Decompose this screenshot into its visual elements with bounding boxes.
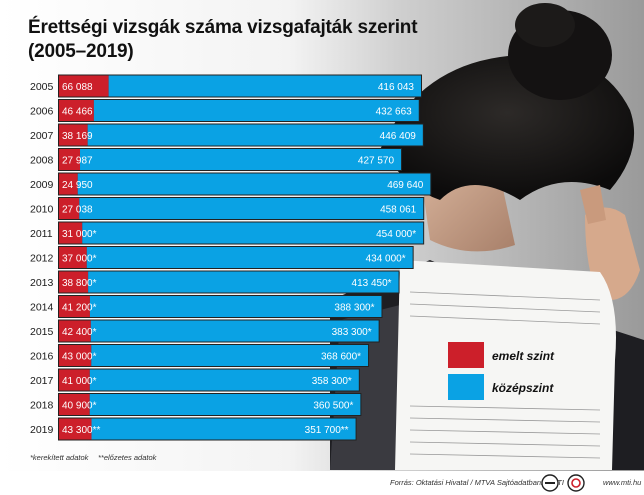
value-label-emelt-2008: 27 987 xyxy=(62,156,93,167)
bar-kozep-2009 xyxy=(77,173,431,195)
bar-kozep-2006 xyxy=(93,100,419,121)
value-label-emelt-2016: 43 000* xyxy=(62,352,97,363)
legend-swatch-emelt xyxy=(448,342,484,368)
bar-emelt-2019 xyxy=(59,418,92,440)
mtva-logo-icon xyxy=(541,474,559,492)
year-label-2010: 2010 xyxy=(30,204,54,216)
bar-kozep-2008 xyxy=(80,149,402,170)
bar-emelt-2006 xyxy=(59,100,94,121)
legend-label-kozep: középszint xyxy=(492,381,554,395)
value-label-kozep-2013: 413 450* xyxy=(352,278,392,289)
bar-emelt-2005 xyxy=(59,75,109,97)
year-label-2019: 2019 xyxy=(30,424,54,436)
value-label-emelt-2018: 40 900* xyxy=(62,401,97,412)
bar-emelt-2010 xyxy=(59,198,80,219)
value-label-emelt-2009: 24 950 xyxy=(62,180,93,191)
bar-emelt-2007 xyxy=(59,124,88,146)
bar-emelt-2013 xyxy=(59,271,89,293)
value-label-kozep-2007: 446 409 xyxy=(380,131,417,142)
bar-kozep-2012 xyxy=(86,247,413,268)
value-label-emelt-2007: 38 169 xyxy=(62,131,93,142)
value-label-emelt-2010: 27 038 xyxy=(62,205,93,216)
year-label-2012: 2012 xyxy=(30,253,54,265)
value-label-emelt-2011: 31 000* xyxy=(62,229,97,240)
bar-emelt-2012 xyxy=(59,247,87,268)
value-label-emelt-2019: 43 300** xyxy=(62,425,100,436)
note-preliminary: **előzetes adatok xyxy=(98,453,157,462)
year-label-2018: 2018 xyxy=(30,400,54,412)
value-label-emelt-2006: 46 466 xyxy=(62,107,93,118)
year-label-2005: 2005 xyxy=(30,81,54,93)
bar-kozep-2010 xyxy=(79,198,424,219)
value-label-kozep-2012: 434 000* xyxy=(366,254,406,265)
chart-subtitle: (2005–2019) xyxy=(28,41,134,62)
value-label-kozep-2018: 360 500* xyxy=(313,401,353,412)
year-label-2006: 2006 xyxy=(30,106,54,118)
bar-kozep-2017 xyxy=(89,369,359,391)
bar-emelt-2014 xyxy=(59,296,90,317)
year-label-2009: 2009 xyxy=(30,179,54,191)
year-label-2011: 2011 xyxy=(30,228,53,240)
value-label-kozep-2006: 432 663 xyxy=(376,107,413,118)
logo-row xyxy=(541,474,585,492)
bar-emelt-2008 xyxy=(59,149,81,170)
bar-emelt-2009 xyxy=(59,173,78,195)
year-label-2007: 2007 xyxy=(30,130,54,142)
value-label-kozep-2014: 388 300* xyxy=(334,303,374,314)
value-label-kozep-2016: 368 600* xyxy=(321,352,361,363)
value-label-emelt-2014: 41 200* xyxy=(62,303,97,314)
year-label-2014: 2014 xyxy=(30,302,54,314)
year-label-2017: 2017 xyxy=(30,375,54,387)
value-label-kozep-2008: 427 570 xyxy=(358,156,395,167)
bar-emelt-2017 xyxy=(59,369,90,391)
footer xyxy=(0,471,644,495)
bar-emelt-2016 xyxy=(59,345,92,366)
value-label-kozep-2010: 458 061 xyxy=(380,205,417,216)
bar-kozep-2011 xyxy=(82,222,424,244)
year-label-2008: 2008 xyxy=(30,155,54,167)
bar-kozep-2014 xyxy=(89,296,382,317)
bar-chart: 2005 66 088 416 043 2006 46 466 432 663 2007 38… xyxy=(30,74,432,441)
bar-emelt-2015 xyxy=(59,320,91,342)
value-label-kozep-2017: 358 300* xyxy=(312,376,352,387)
value-label-kozep-2005: 416 043 xyxy=(378,82,415,93)
value-label-emelt-2015: 42 400* xyxy=(62,327,97,338)
value-label-kozep-2015: 383 300* xyxy=(332,327,372,338)
value-label-emelt-2017: 41 000* xyxy=(62,376,97,387)
source-credit: Forrás: Oktatási Hivatal / MTVA Sajtóada… xyxy=(390,478,564,487)
value-label-emelt-2012: 37 000* xyxy=(62,254,97,265)
bar-kozep-2013 xyxy=(88,271,399,293)
year-label-2016: 2016 xyxy=(30,351,54,363)
bar-kozep-2015 xyxy=(90,320,379,342)
bar-emelt-2011 xyxy=(59,222,83,244)
chart-title: Érettségi vizsgák száma vizsgafajták sze… xyxy=(28,17,418,38)
value-label-kozep-2009: 469 640 xyxy=(387,180,424,191)
value-label-emelt-2005: 66 088 xyxy=(62,82,93,93)
year-label-2015: 2015 xyxy=(30,326,54,338)
legend-swatch-kozep xyxy=(448,374,484,400)
value-label-emelt-2013: 38 800* xyxy=(62,278,97,289)
bar-kozep-2018 xyxy=(89,394,361,415)
value-label-kozep-2011: 454 000* xyxy=(376,229,416,240)
legend-label-emelt: emelt szint xyxy=(492,349,555,363)
bar-kozep-2016 xyxy=(91,345,369,366)
bar-emelt-2018 xyxy=(59,394,90,415)
mti-logo-icon xyxy=(567,474,585,492)
bar-kozep-2019 xyxy=(91,418,356,440)
year-label-2013: 2013 xyxy=(30,277,54,289)
value-label-kozep-2019: 351 700** xyxy=(305,425,349,436)
note-rounded: *kerekített adatok xyxy=(30,453,89,462)
website-link[interactable]: www.mti.hu xyxy=(603,478,642,487)
bar-kozep-2007 xyxy=(87,124,423,146)
bar-kozep-2005 xyxy=(108,75,422,97)
